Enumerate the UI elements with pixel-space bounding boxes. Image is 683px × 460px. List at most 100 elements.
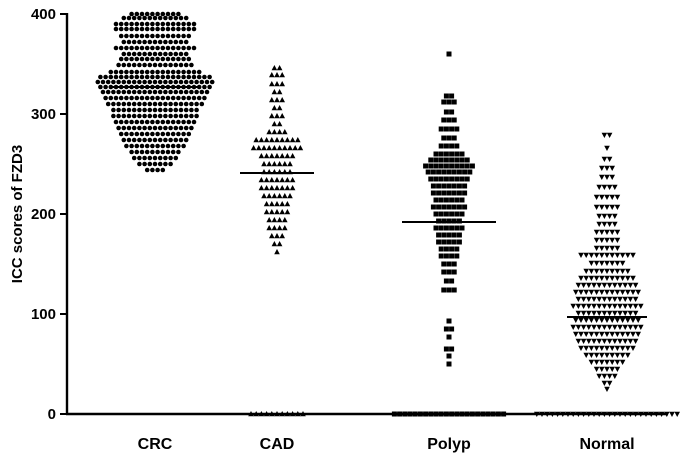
data-point [163,137,168,143]
data-point [170,149,176,155]
data-point [609,352,615,358]
data-point [627,296,634,302]
data-point [168,155,173,161]
data-point [191,26,197,32]
data-point [165,131,171,137]
data-point [183,39,189,45]
data-point [126,101,132,107]
data-point [451,232,457,238]
data-point [441,239,447,245]
data-point [196,95,202,101]
data-point [131,89,137,95]
data-point [580,310,587,316]
data-point [456,232,462,238]
y-axis-title: ICC scores of FZD3 [9,145,26,283]
data-point [430,169,436,175]
data-point [601,213,608,219]
data-point [144,167,150,173]
data-point [601,296,608,302]
data-point [150,33,155,39]
data-point [436,232,442,238]
data-point [456,169,462,175]
data-point [269,233,275,239]
data-point [284,137,291,143]
data-point [451,204,457,210]
data-point [446,135,452,141]
data-point [609,345,615,351]
data-point [173,79,179,85]
data-point [271,241,278,247]
data-point [279,177,285,183]
data-point [609,366,615,372]
data-point [284,153,291,159]
data-point [170,69,176,75]
data-point [274,201,280,207]
data-point [129,143,134,149]
data-point [189,125,194,131]
data-point [150,21,155,27]
data-point [144,11,150,17]
data-point [121,113,127,119]
data-point [131,39,137,45]
data-point [580,296,587,302]
data-point [617,338,623,344]
data-point [443,143,449,149]
y-tick-label: 100 [31,306,56,323]
data-point [578,317,584,323]
data-point [604,245,610,251]
data-point [181,95,186,101]
data-point [279,81,285,87]
data-point [189,113,194,119]
data-point [606,324,613,330]
data-point [168,161,173,167]
data-point [176,149,181,155]
data-point [157,137,163,143]
data-point [669,411,675,417]
data-point [170,33,176,39]
data-point [155,33,160,39]
data-point [622,324,628,330]
data-point [183,125,189,131]
data-point [451,269,457,275]
data-point [451,135,457,141]
data-point [459,197,465,203]
data-point [139,143,145,149]
data-point [134,143,140,149]
data-point [599,352,605,358]
data-point [619,352,626,358]
data-point [593,359,600,365]
data-point [129,11,134,17]
data-point [157,79,163,85]
data-point [619,359,626,365]
data-point [464,176,470,182]
data-point [451,99,457,105]
data-point [181,131,186,137]
data-point [287,193,293,199]
data-point [103,84,108,90]
data-point [449,253,455,259]
data-point [202,74,207,80]
data-point [137,125,142,131]
data-point [593,275,600,281]
data-point [276,225,283,231]
data-point [612,221,618,227]
data-point [449,346,455,352]
data-point [152,161,158,167]
data-point [578,345,584,351]
data-point [604,268,610,274]
data-point [625,275,631,281]
data-point [147,107,153,113]
data-point [593,237,600,243]
data-point [441,269,447,275]
data-point [282,193,288,199]
data-point [100,89,106,95]
data-point [588,317,595,323]
data-point [147,155,153,161]
data-point [98,74,103,80]
data-point [134,33,140,39]
data-point [588,252,595,258]
data-point [674,411,680,417]
data-point [459,176,465,182]
data-point [630,252,636,258]
data-point [113,69,119,75]
